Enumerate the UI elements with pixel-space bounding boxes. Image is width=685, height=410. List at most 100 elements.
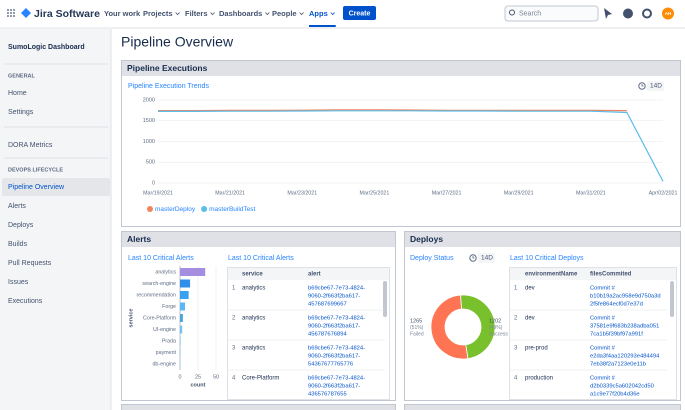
avatar[interactable]	[662, 7, 674, 20]
table-frame	[227, 267, 390, 400]
sidebar-item[interactable]: Executions	[8, 298, 43, 305]
table-title: Last 10 Critical Alerts	[228, 255, 294, 262]
help-icon[interactable]	[623, 8, 633, 19]
x-tick-label: 0	[178, 374, 181, 380]
cell-link: 456787676894	[308, 332, 347, 338]
cell-link: b69cbe67-7e73-4824-	[308, 346, 365, 352]
nav-item[interactable]: Projects	[143, 9, 173, 18]
donut-chart: 1265(51%)Failed 1202(49%)Success	[410, 294, 508, 360]
nav-item[interactable]: Your work	[104, 9, 141, 18]
cell-link: 9060-2f663f2ba617-	[308, 354, 360, 360]
cell-link: 37581e9f683b238adba051	[590, 324, 659, 330]
cell-link: e2da3f4aa120293e484494	[590, 354, 660, 360]
y-tick-label: 0	[152, 180, 155, 186]
y-tick-label: db-engine	[152, 361, 176, 367]
settings-icon[interactable]	[642, 8, 652, 19]
x-tick-label: Mar/21/2021	[215, 190, 245, 196]
sidebar-item[interactable]: Settings	[8, 109, 34, 116]
page-title: Pipeline Overview	[121, 34, 234, 50]
cell-link: Commit #	[590, 346, 616, 352]
sidebar-item[interactable]: Pipeline Overview	[8, 184, 65, 191]
sidebar-item[interactable]: Issues	[8, 279, 29, 286]
chevron	[210, 12, 215, 16]
row-index: 3	[514, 346, 518, 352]
cell: dev	[525, 286, 535, 292]
panel	[121, 404, 396, 410]
active-underline	[309, 25, 336, 27]
row-index: 4	[514, 376, 518, 382]
bar	[180, 268, 206, 276]
cell-link: 7ca1b5f39bf97a991f	[590, 332, 643, 338]
cell: pre-prod	[525, 346, 548, 352]
donut-slice	[460, 294, 496, 360]
range-chip	[647, 81, 664, 91]
cell-link: 54367677765776	[308, 362, 353, 368]
sidebar-item[interactable]: Alerts	[8, 203, 26, 210]
cell-link: d2b0339c5a602042cd50	[590, 384, 654, 390]
chart-title: Deploy Status	[410, 255, 454, 262]
cell-link: b69cbe67-7e73-4824-	[308, 286, 365, 292]
table-header	[228, 268, 389, 280]
chevron	[265, 12, 270, 16]
nav-item[interactable]: People	[272, 9, 297, 18]
cell: analytics	[242, 346, 265, 352]
range-chip	[478, 253, 495, 263]
axis-label: count	[191, 382, 206, 388]
x-tick-label: Mar/25/2021	[360, 190, 390, 196]
cell-link: a1c9e77f20b4d36e	[590, 392, 640, 398]
slice-percent: (51%)	[410, 325, 424, 331]
nav-item[interactable]: Filters	[185, 9, 208, 18]
y-tick-label: analytics	[155, 269, 176, 275]
sidebar-item[interactable]: Builds	[8, 241, 28, 248]
bar	[180, 291, 189, 299]
sidebar-item[interactable]: Deploys	[8, 222, 34, 229]
nav-item[interactable]: Dashboards	[219, 9, 262, 18]
slice-label: Success	[489, 331, 508, 337]
cell-link: b69cbe67-7e73-4824-	[308, 376, 365, 382]
panel-header	[122, 232, 395, 247]
cell: dev	[525, 316, 535, 322]
sidebar-heading: GENERAL	[8, 73, 36, 79]
chevron	[330, 12, 336, 16]
slice-value: 1202	[489, 318, 501, 324]
legend-label[interactable]: masterDeploy	[155, 206, 196, 213]
legend-dot	[147, 206, 153, 212]
sidebar-active-bg	[2, 178, 110, 196]
chevron	[175, 12, 180, 16]
table-header	[510, 268, 676, 280]
app-switcher[interactable]	[7, 9, 15, 17]
bar	[180, 302, 186, 311]
x-tick-label: Mar/27/2021	[432, 190, 462, 196]
cell-link: Commit #	[590, 376, 616, 382]
legend-label[interactable]: masterBuildTest	[209, 206, 255, 213]
cell-link: 9060-2f663f2ba617-	[308, 294, 360, 300]
donut-slice	[430, 294, 469, 360]
sidebar-item[interactable]: DORA Metrics	[8, 142, 53, 149]
legend-dot	[201, 206, 208, 212]
table-title: Last 10 Critical Deploys	[510, 255, 584, 262]
avatar-initials: AH	[665, 11, 672, 16]
sidebar-item[interactable]: Pull Requests	[8, 260, 52, 267]
x-tick-label: 50	[213, 374, 219, 380]
sidebar-item[interactable]: Home	[8, 90, 27, 97]
search-box[interactable]	[504, 5, 599, 22]
x-tick-label: Mar/23/2021	[287, 190, 317, 196]
nav-item[interactable]: Apps	[309, 9, 328, 18]
cell: analytics	[242, 286, 265, 292]
cell-link: Commit #	[590, 286, 616, 292]
range-label: 14D	[650, 83, 662, 90]
table: Last 10 Critical Alerts service alert 1 anal…	[227, 255, 385, 398]
create-button[interactable]	[343, 6, 376, 20]
y-tick-label: Forge	[162, 304, 176, 310]
slice-percent: (49%)	[489, 325, 503, 331]
clock-icon	[469, 254, 477, 262]
notifications-icon[interactable]	[604, 8, 612, 19]
bar	[180, 348, 181, 357]
x-tick-label: Mar/19/2021	[143, 190, 173, 196]
row-index: 1	[232, 286, 236, 292]
scrollbar[interactable]	[670, 281, 674, 317]
scrollbar[interactable]	[383, 281, 387, 317]
bar	[180, 337, 181, 345]
panel-title: Alerts	[127, 234, 151, 244]
range-label: 14D	[481, 255, 493, 262]
